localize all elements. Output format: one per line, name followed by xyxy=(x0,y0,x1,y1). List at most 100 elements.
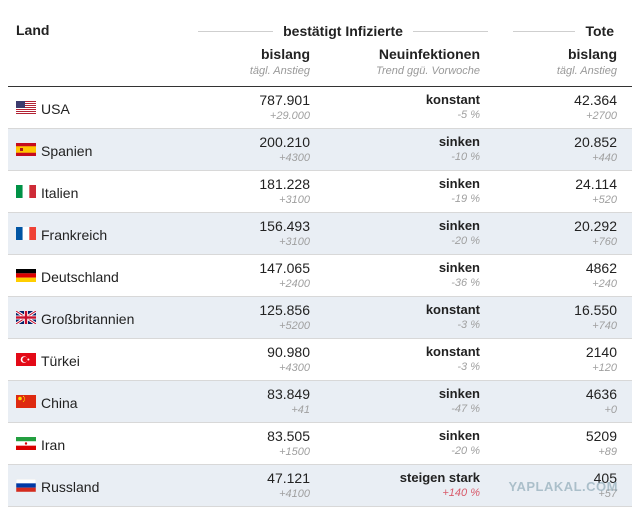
deaths-daily: +2700 xyxy=(586,110,617,122)
trend-cell: sinken -20 % xyxy=(328,428,480,457)
trend-cell: sinken -19 % xyxy=(328,176,480,205)
table-row: Deutschland 147.065 +2400 sinken -36 % 4862 +2… xyxy=(8,255,632,297)
deaths-daily: +740 xyxy=(592,320,617,332)
trend-cell: sinken -10 % xyxy=(328,134,480,163)
table-header-columns: bislang tägl. Anstieg Neuinfektionen Tre… xyxy=(8,42,632,87)
country-name: Großbritannien xyxy=(41,311,135,327)
deaths-cell: 24.114 +520 xyxy=(513,176,617,206)
deaths-total: 2140 xyxy=(585,344,617,360)
trend-change: -10 % xyxy=(451,151,480,163)
trend-change: -3 % xyxy=(457,361,480,373)
header-col-infected: bislang tägl. Anstieg xyxy=(198,46,310,77)
deaths-cell: 405 +57 xyxy=(513,470,617,500)
trend-label: konstant xyxy=(425,302,480,317)
deaths-cell: 42.364 +2700 xyxy=(513,92,617,122)
deaths-cell: 5209 +89 xyxy=(513,428,617,458)
infected-total: 156.493 xyxy=(259,218,310,234)
deaths-total: 24.114 xyxy=(575,176,617,192)
deaths-cell: 16.550 +740 xyxy=(513,302,617,332)
infected-daily: +41 xyxy=(291,404,310,416)
trend-change: -20 % xyxy=(451,445,480,457)
cn-flag-icon xyxy=(16,395,36,408)
country-name: Frankreich xyxy=(41,227,108,243)
trend-cell: sinken -36 % xyxy=(328,260,480,289)
table-row: Italien 181.228 +3100 sinken -19 % 24.114 +520 xyxy=(8,171,632,213)
infected-total: 90.980 xyxy=(267,344,310,360)
trend-label: sinken xyxy=(438,218,480,233)
infected-daily: +5200 xyxy=(279,320,310,332)
header-deaths-group: Tote xyxy=(513,22,624,40)
deaths-total: 16.550 xyxy=(574,302,617,318)
header-col-new-infections-sub: Trend ggü. Vorwoche xyxy=(376,65,480,77)
us-flag-icon xyxy=(16,101,36,114)
header-deaths-label: Tote xyxy=(585,23,614,39)
trend-change: -47 % xyxy=(451,403,480,415)
country-name: Türkei xyxy=(41,353,80,369)
deaths-total: 42.364 xyxy=(574,92,617,108)
table-row: USA 787.901 +29.000 konstant -5 % 42.364 +2700 xyxy=(8,87,632,129)
deaths-daily: +520 xyxy=(592,194,617,206)
deaths-daily: +760 xyxy=(592,236,617,248)
trend-label: konstant xyxy=(425,92,480,107)
trend-label: konstant xyxy=(425,344,480,359)
es-flag-icon xyxy=(16,143,36,156)
trend-label: sinken xyxy=(438,134,480,149)
deaths-total: 4636 xyxy=(585,386,617,402)
deaths-total: 405 xyxy=(593,470,617,486)
deaths-cell: 4862 +240 xyxy=(513,260,617,290)
infected-total: 125.856 xyxy=(259,302,310,318)
table-row: Russland 47.121 +4100 steigen stark +140 % 40… xyxy=(8,465,632,507)
header-col-infected-sub: tägl. Anstieg xyxy=(249,65,310,77)
divider xyxy=(412,30,489,32)
infected-cell: 156.493 +3100 xyxy=(198,218,310,248)
trend-cell: sinken -20 % xyxy=(328,218,480,247)
header-land: Land xyxy=(16,22,50,38)
deaths-daily: +440 xyxy=(592,152,617,164)
country-name: Deutschland xyxy=(41,269,119,285)
header-infected-group: bestätigt Infizierte xyxy=(198,22,489,40)
country-name: China xyxy=(41,395,78,411)
trend-cell: konstant -5 % xyxy=(328,92,480,121)
trend-cell: konstant -3 % xyxy=(328,302,480,331)
trend-change: -36 % xyxy=(451,277,480,289)
header-col-infected-main: bislang xyxy=(260,46,310,62)
infected-total: 83.849 xyxy=(267,386,310,402)
table-row: Spanien 200.210 +4300 sinken -10 % 20.852 +440 xyxy=(8,129,632,171)
country-name: Spanien xyxy=(41,143,93,159)
trend-label: sinken xyxy=(438,386,480,401)
infected-cell: 200.210 +4300 xyxy=(198,134,310,164)
table-row: Großbritannien 125.856 +5200 konstant -3 % 16… xyxy=(8,297,632,339)
table-row: Iran 83.505 +1500 sinken -20 % 5209 +89 xyxy=(8,423,632,465)
gb-flag-icon xyxy=(16,311,36,324)
trend-cell: steigen stark +140 % xyxy=(328,470,480,499)
header-col-deaths-main: bislang xyxy=(567,46,617,62)
infected-cell: 47.121 +4100 xyxy=(198,470,310,500)
deaths-total: 20.852 xyxy=(574,134,617,150)
infected-daily: +2400 xyxy=(279,278,310,290)
covid-table: Land bestätigt Infizierte Tote bislang t… xyxy=(8,0,632,507)
trend-change: -3 % xyxy=(457,319,480,331)
infected-cell: 83.505 +1500 xyxy=(198,428,310,458)
deaths-cell: 20.292 +760 xyxy=(513,218,617,248)
tr-flag-icon xyxy=(16,353,36,366)
infected-total: 181.228 xyxy=(259,176,310,192)
infected-total: 787.901 xyxy=(259,92,310,108)
deaths-daily: +57 xyxy=(598,488,617,500)
infected-cell: 83.849 +41 xyxy=(198,386,310,416)
infected-cell: 147.065 +2400 xyxy=(198,260,310,290)
deaths-daily: +240 xyxy=(592,278,617,290)
country-name: Iran xyxy=(41,437,66,453)
table-body: USA 787.901 +29.000 konstant -5 % 42.364 +2700… xyxy=(8,87,632,507)
trend-label: steigen stark xyxy=(399,470,480,485)
de-flag-icon xyxy=(16,269,36,282)
country-name: USA xyxy=(41,101,70,117)
infected-cell: 181.228 +3100 xyxy=(198,176,310,206)
ru-flag-icon xyxy=(16,479,36,492)
table-row: Frankreich 156.493 +3100 sinken -20 % 20.292 +… xyxy=(8,213,632,255)
infected-cell: 787.901 +29.000 xyxy=(198,92,310,122)
trend-change: -5 % xyxy=(457,109,480,121)
watermark: YAPLAKAL.COM xyxy=(508,479,618,494)
deaths-daily: +0 xyxy=(604,404,617,416)
header-col-new-infections-main: Neuinfektionen xyxy=(378,46,480,62)
infected-daily: +4100 xyxy=(279,488,310,500)
